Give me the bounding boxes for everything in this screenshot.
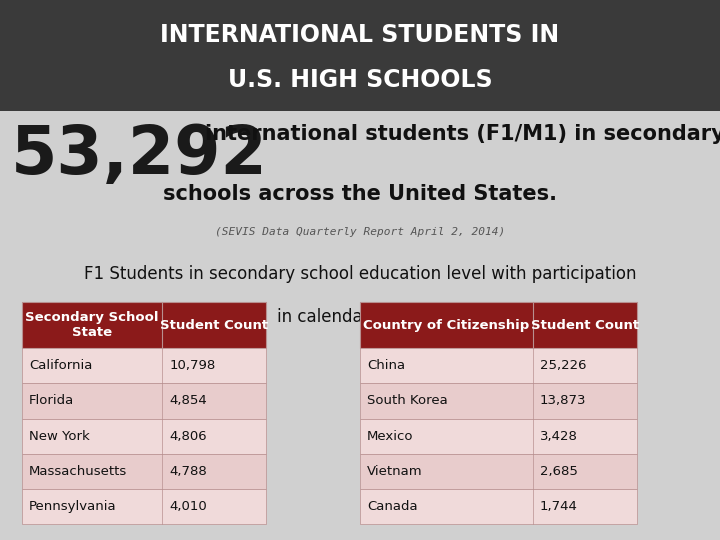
Bar <box>22 454 266 489</box>
Text: F1 Students in secondary school education level with participation: F1 Students in secondary school educatio… <box>84 265 636 282</box>
Text: Florida: Florida <box>29 394 74 408</box>
Text: Student Count: Student Count <box>531 319 639 332</box>
Text: Student Count: Student Count <box>160 319 269 332</box>
Text: 53,292: 53,292 <box>11 122 268 187</box>
Text: (SEVIS Data March 2012): (SEVIS Data March 2012) <box>479 305 603 314</box>
Text: Massachusetts: Massachusetts <box>29 464 127 478</box>
Text: 4,010: 4,010 <box>169 500 207 513</box>
Text: Country of Citizenship: Country of Citizenship <box>364 319 529 332</box>
Text: 25,226: 25,226 <box>540 359 587 373</box>
Text: in calendar year 2012: in calendar year 2012 <box>277 308 459 326</box>
Text: Pennsylvania: Pennsylvania <box>29 500 117 513</box>
Text: (SEVIS Data Quarterly Report April 2, 2014): (SEVIS Data Quarterly Report April 2, 20… <box>215 227 505 237</box>
Bar <box>360 348 637 383</box>
Text: 4,854: 4,854 <box>169 394 207 408</box>
Text: 4,788: 4,788 <box>169 464 207 478</box>
Text: international students (F1/M1) in secondary: international students (F1/M1) in second… <box>205 124 720 144</box>
Bar <box>0 0 720 111</box>
Text: Canada: Canada <box>367 500 418 513</box>
Text: 2,685: 2,685 <box>540 464 578 478</box>
Bar <box>360 418 637 454</box>
Bar <box>22 489 266 524</box>
Text: 3,428: 3,428 <box>540 429 578 443</box>
Text: 4,806: 4,806 <box>169 429 207 443</box>
Bar <box>360 489 637 524</box>
Text: INTERNATIONAL STUDENTS IN: INTERNATIONAL STUDENTS IN <box>161 23 559 48</box>
Text: 1,744: 1,744 <box>540 500 578 513</box>
Text: schools across the United States.: schools across the United States. <box>163 184 557 204</box>
Text: Mexico: Mexico <box>367 429 414 443</box>
Bar <box>22 383 266 418</box>
Text: Secondary School
State: Secondary School State <box>25 312 158 339</box>
Text: 13,873: 13,873 <box>540 394 587 408</box>
Bar <box>360 302 637 348</box>
Bar <box>22 348 266 383</box>
Text: California: California <box>29 359 92 373</box>
Bar <box>22 302 266 348</box>
Bar <box>360 383 637 418</box>
Text: U.S. HIGH SCHOOLS: U.S. HIGH SCHOOLS <box>228 68 492 92</box>
Text: New York: New York <box>29 429 89 443</box>
Text: China: China <box>367 359 405 373</box>
Text: Vietnam: Vietnam <box>367 464 423 478</box>
Bar <box>22 418 266 454</box>
Text: 10,798: 10,798 <box>169 359 215 373</box>
Text: South Korea: South Korea <box>367 394 448 408</box>
Bar <box>360 454 637 489</box>
